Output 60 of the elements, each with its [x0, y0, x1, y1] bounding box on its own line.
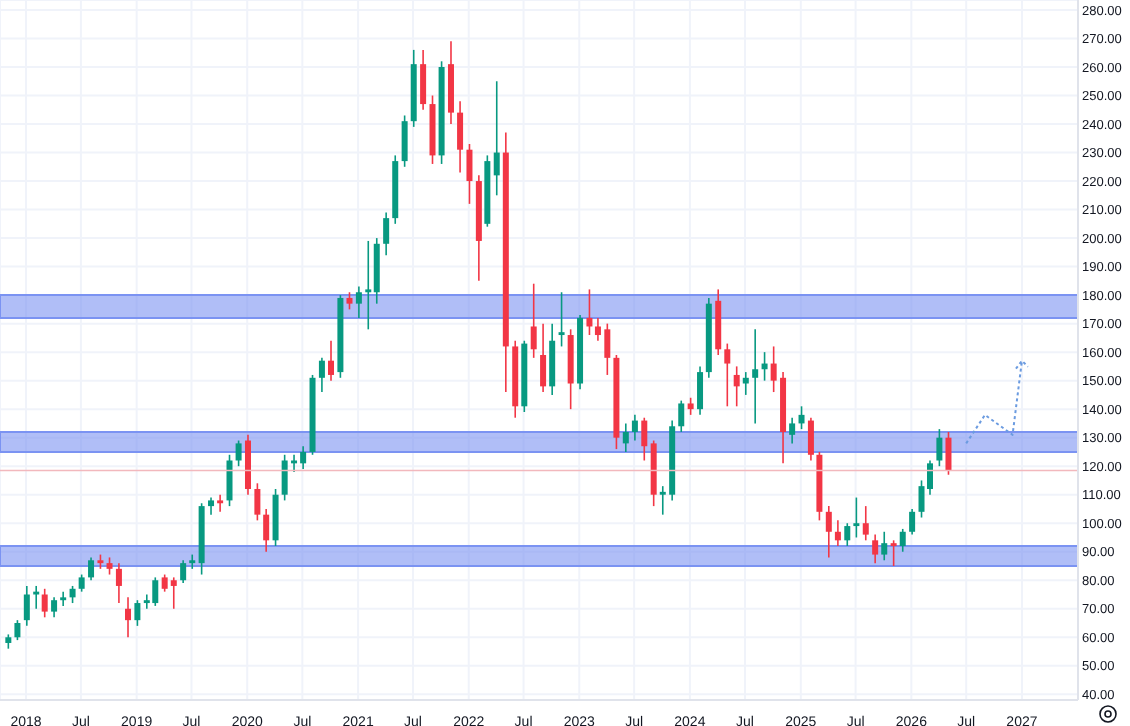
candlestick [33, 585, 40, 610]
candlestick [60, 590, 67, 607]
candlestick [945, 431, 952, 476]
candlestick [881, 530, 888, 562]
candlestick [558, 291, 565, 348]
candlestick [88, 556, 95, 582]
candlestick [798, 405, 805, 430]
candlestick [733, 365, 740, 408]
candlestick [549, 322, 556, 396]
candlestick [226, 453, 233, 507]
candlestick [457, 100, 464, 174]
candlestick [641, 416, 648, 462]
candlestick [383, 211, 390, 256]
candlestick [872, 533, 879, 564]
candlestick [401, 114, 408, 168]
candlestick [853, 496, 860, 539]
candlestick [23, 585, 30, 627]
candlestick [890, 539, 897, 567]
candlestick [586, 288, 593, 336]
candlestick [189, 553, 196, 570]
candlestick [180, 559, 187, 584]
candlestick [697, 365, 704, 416]
candlestick [742, 371, 749, 396]
candlestick [834, 519, 841, 547]
candlestick [14, 619, 21, 641]
candlestick [844, 522, 851, 547]
candlestick [936, 428, 943, 467]
candlestick [51, 596, 58, 619]
candlestick [41, 588, 48, 619]
candlestick [493, 80, 500, 197]
candlestick [420, 49, 427, 111]
candlestick [540, 322, 547, 393]
candlestick [530, 282, 537, 359]
candlestick [807, 416, 814, 462]
candlestick [272, 488, 279, 547]
candlestick [678, 399, 685, 433]
candlestick [752, 328, 759, 425]
candlestick [328, 339, 335, 382]
candlestick [789, 416, 796, 445]
candlestick [263, 508, 270, 553]
candlestick [134, 599, 141, 627]
candlestick [899, 528, 906, 553]
candlestick [115, 562, 122, 604]
candlestick [724, 342, 731, 408]
candlestick [254, 482, 261, 522]
line-series [965, 359, 1023, 445]
candlestick [909, 508, 916, 536]
candlestick [355, 285, 362, 319]
candlestick [217, 493, 224, 513]
candlestick [862, 505, 869, 542]
candlestick [631, 414, 638, 442]
candlestick [318, 357, 325, 393]
candlestick [622, 422, 629, 453]
candlestick [235, 439, 242, 467]
candlestick [466, 143, 473, 205]
candlestick [365, 240, 372, 331]
candlestick [152, 576, 159, 607]
candlestick [170, 576, 177, 610]
candlestick [825, 505, 832, 559]
candlestick [125, 596, 132, 639]
